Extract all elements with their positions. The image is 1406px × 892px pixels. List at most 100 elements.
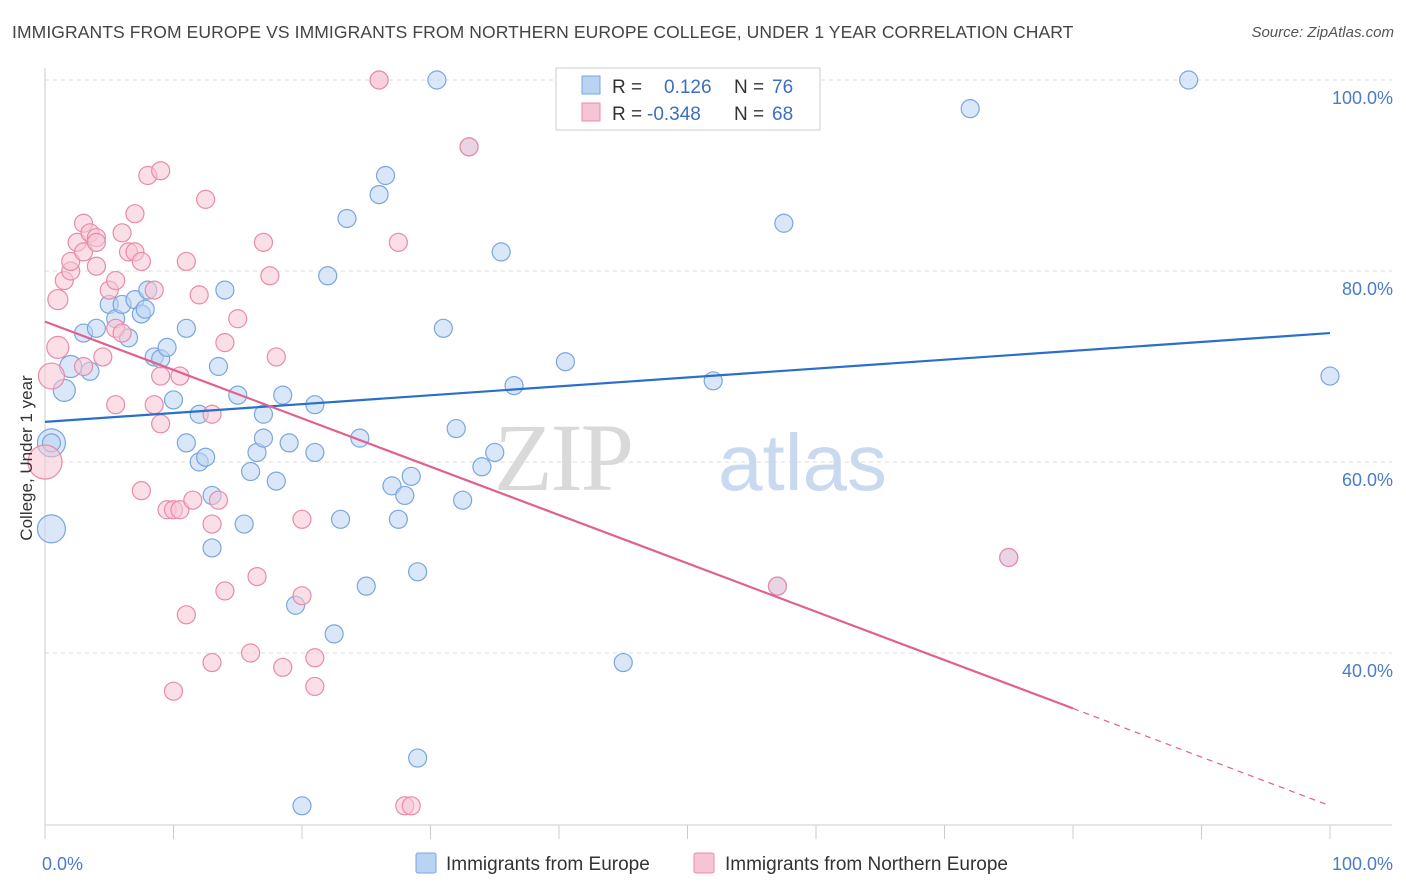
point-northern-europe [215,581,235,601]
legend-n-value-blue: 76 [772,77,793,98]
point-northern-europe [93,347,113,367]
point-northern-europe [86,256,107,276]
point-northern-europe [106,270,126,291]
point-europe [401,466,421,486]
point-europe [36,514,67,544]
point-northern-europe [144,395,164,415]
point-northern-europe [47,289,69,311]
watermark: ZIP atlas [494,404,887,511]
point-europe [427,70,447,90]
point-europe [408,748,428,768]
point-northern-europe [305,648,325,668]
series-legend: Immigrants from Europe Immigrants from N… [415,852,1008,875]
point-europe [375,165,396,186]
point-northern-europe [86,232,107,252]
point-europe [241,461,261,482]
watermark-atlas: atlas [718,418,887,507]
point-northern-europe [202,514,222,534]
point-europe [215,280,235,300]
point-europe [433,318,453,338]
point-northern-europe [144,280,164,300]
y-axis-label: College, Under 1 year [17,375,36,541]
trend-layer [44,320,1331,807]
point-europe [382,476,402,496]
point-europe [253,428,274,448]
point-northern-europe [459,137,479,157]
point-europe [305,442,325,463]
point-northern-europe [37,362,66,390]
point-northern-europe [112,223,132,243]
point-europe [135,299,155,319]
point-northern-europe [273,657,293,677]
point-northern-europe [388,232,408,252]
point-europe [324,624,344,644]
point-europe [504,376,524,396]
point-europe [446,418,466,439]
point-europe [176,318,196,338]
point-europe [176,433,196,453]
point-europe [453,490,473,510]
point-europe [157,337,177,357]
points-layer [27,70,1340,816]
point-europe [369,185,389,205]
point-northern-europe [73,242,94,262]
point-northern-europe [369,70,389,90]
y-tick-label: 60.0% [1342,470,1393,490]
point-northern-europe [247,566,267,587]
point-europe [266,471,286,491]
trendline-northern-europe-extension [1072,707,1331,807]
point-northern-europe [401,796,421,816]
point-europe [273,385,293,405]
chart-title: IMMIGRANTS FROM EUROPE VS IMMIGRANTS FRO… [12,22,1074,42]
point-europe [253,404,274,424]
point-europe [774,213,794,233]
point-northern-europe [266,347,286,367]
trendline-europe [44,331,1331,423]
point-europe [196,447,216,467]
legend-n-label-blue: N = [734,77,764,98]
point-europe [613,652,633,673]
point-northern-europe [131,251,151,272]
point-europe [163,390,184,410]
point-northern-europe [73,356,94,377]
legend-r-value-blue: 0.126 [664,77,712,98]
point-northern-europe [151,414,171,434]
point-northern-europe [106,395,126,415]
grid-layer [45,79,1392,654]
point-northern-europe [189,285,209,305]
legend-n-label-pink: N = [734,104,764,125]
point-europe [279,433,299,453]
point-europe [960,99,980,119]
y-tick-label: 100.0% [1332,88,1393,108]
stats-legend: R = 0.126 N = 76 R = -0.348 N = 68 [555,67,821,131]
point-northern-europe [292,586,312,606]
point-northern-europe [112,323,132,343]
legend-r-label-pink: R = [612,104,642,125]
point-northern-europe [292,509,312,529]
point-europe [86,318,107,338]
point-europe [555,352,576,372]
point-northern-europe [163,681,184,701]
axis-layer: 100.0% 80.0% 60.0% 40.0% 0.0% 100.0% [42,68,1393,874]
point-europe [388,509,408,529]
point-northern-europe [131,481,151,501]
point-europe [395,485,415,506]
point-northern-europe [241,643,261,663]
series-legend-swatch-blue [415,852,437,874]
point-northern-europe [228,309,248,329]
point-northern-europe [183,490,203,510]
point-northern-europe [61,251,81,272]
legend-swatch-pink [581,102,601,122]
point-europe [1179,70,1199,90]
legend-n-value-pink: 68 [772,104,793,125]
point-europe [356,576,376,596]
point-europe [318,266,338,286]
point-europe [491,242,511,262]
point-northern-europe [176,605,196,625]
legend-r-label-blue: R = [612,77,642,98]
x-tick-label-max: 100.0% [1332,854,1393,874]
point-northern-europe [208,490,229,510]
y-tick-label: 80.0% [1342,279,1393,299]
point-northern-europe [46,335,70,359]
series-legend-label-blue: Immigrants from Europe [446,854,650,875]
